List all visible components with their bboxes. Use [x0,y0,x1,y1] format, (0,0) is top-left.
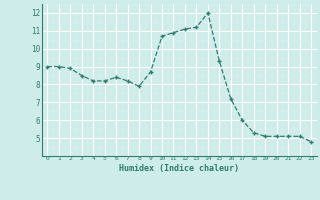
X-axis label: Humidex (Indice chaleur): Humidex (Indice chaleur) [119,164,239,173]
